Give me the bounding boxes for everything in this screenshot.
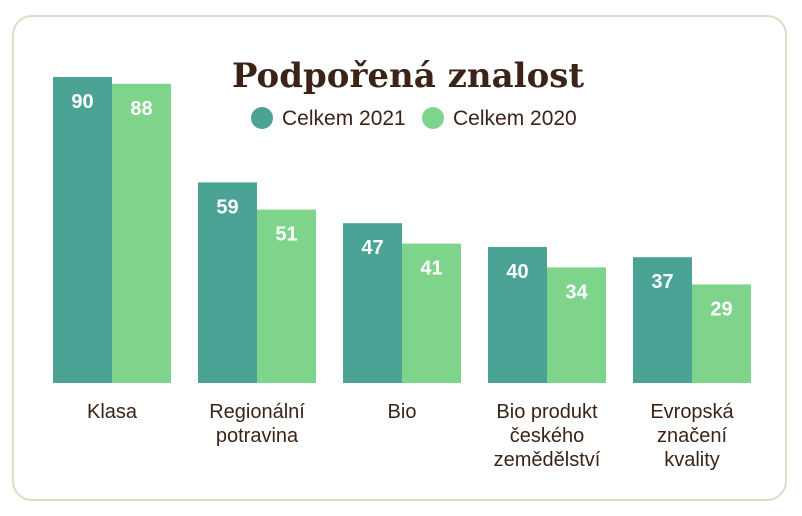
bar-1-series-2 — [112, 83, 171, 384]
data-label-5-series-2: 29 — [710, 298, 732, 320]
legend-swatch-1 — [251, 107, 273, 129]
bar-4-series-1 — [488, 247, 547, 383]
legend-label-1: Celkem 2021 — [282, 107, 406, 130]
bar-5-series-1 — [633, 257, 692, 383]
category-label-3: Bio — [388, 401, 417, 423]
data-label-3-series-1: 47 — [361, 237, 383, 259]
legend: Celkem 2021 Celkem 2020 — [251, 107, 577, 130]
data-label-3-series-2: 41 — [420, 258, 442, 280]
chart-title: Podpořená znalost — [232, 56, 584, 96]
category-label-1: Klasa — [87, 401, 138, 423]
data-label-1-series-1: 90 — [71, 91, 93, 113]
bar-5-series-2 — [692, 284, 751, 383]
category-label-2: Regionální potravina — [209, 401, 305, 447]
bar-3-series-1 — [343, 223, 402, 383]
data-label-1-series-2: 88 — [130, 98, 152, 120]
bars-group: 90 88 59 51 47 41 40 34 37 29 — [53, 77, 751, 384]
category-label-5: Evropská značení kvality — [650, 401, 734, 471]
bar-3-series-2 — [402, 243, 461, 383]
data-label-2-series-1: 59 — [216, 196, 238, 218]
data-label-4-series-1: 40 — [506, 261, 528, 283]
bar-2-series-1 — [198, 182, 257, 383]
bar-2-series-2 — [257, 209, 316, 383]
category-labels: Klasa Regionální potravina Bio Bio produkt če… — [87, 401, 735, 471]
data-label-5-series-1: 37 — [651, 271, 673, 293]
bar-4-series-2 — [547, 267, 606, 383]
category-label-4: Bio produkt českého zemědělství — [494, 401, 601, 471]
data-label-4-series-2: 34 — [565, 281, 588, 303]
legend-label-2: Celkem 2020 — [453, 107, 577, 130]
bar-1-series-1 — [53, 77, 112, 383]
legend-swatch-2 — [422, 107, 444, 129]
data-label-2-series-2: 51 — [275, 224, 297, 246]
